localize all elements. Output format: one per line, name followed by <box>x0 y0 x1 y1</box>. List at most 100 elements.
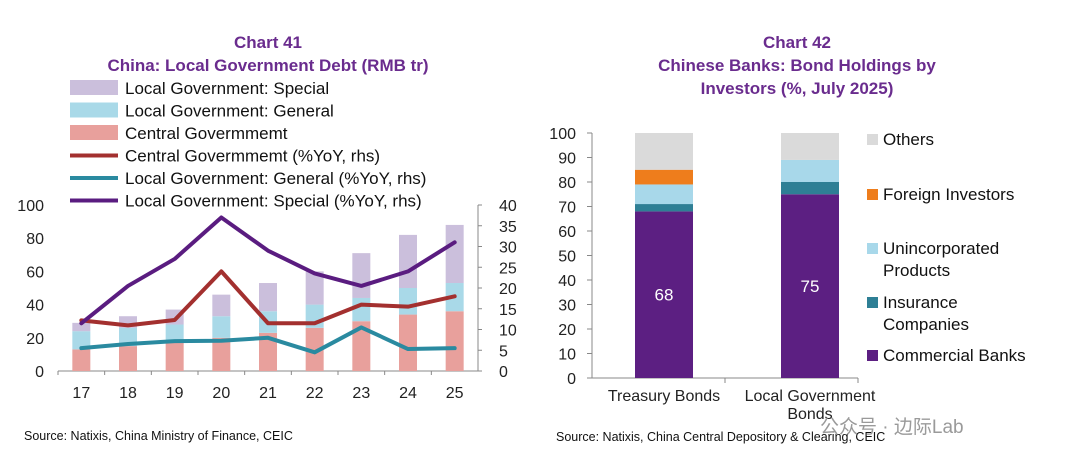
chart41-title-line1: Chart 41 <box>234 33 302 52</box>
chart41-legend-swatch-0 <box>70 80 118 95</box>
chart42-bar-1-1 <box>781 182 839 195</box>
chart41-bar-0-0 <box>72 349 91 371</box>
chart42-bar-0-0 <box>635 211 693 378</box>
chart41-bar-0-8 <box>445 311 464 371</box>
chart41-bar-2-1 <box>119 316 137 328</box>
chart42-legend-swatch-1 <box>867 189 878 200</box>
chart41-x-tick-3: 20 <box>212 385 230 402</box>
chart42-legend-swatch-4 <box>867 350 878 361</box>
chart42-axes: 0 10 20 30 40 50 60 70 80 90 100 Treasury Bonds Loca… <box>549 126 876 423</box>
chart41-y2-tick-0: 0 <box>499 364 508 381</box>
chart41-bar-1-6 <box>352 297 371 322</box>
watermark: 公众号 · 边际Lab <box>820 416 964 438</box>
chart42-legend-swatch-2 <box>867 243 878 254</box>
chart41-legend: Local Government: Special Local Governmen… <box>70 79 426 211</box>
chart41-source: Source: Natixis, China Ministry of Finan… <box>24 429 293 443</box>
chart41-y-tick-2: 40 <box>26 298 44 315</box>
chart41-x-tick-1: 18 <box>119 385 137 402</box>
chart41-bar-2-7 <box>399 234 417 288</box>
chart42-y-tick-9: 90 <box>558 151 576 168</box>
chart41-y-tick-5: 100 <box>17 198 44 215</box>
chart42-y-tick-7: 70 <box>558 200 576 217</box>
chart41-x-tick-0: 17 <box>72 385 90 402</box>
chart41-line-0 <box>79 269 457 328</box>
chart42-y-tick-4: 40 <box>558 273 576 290</box>
chart42-legend-label-2: Unincorporated Products <box>883 239 999 280</box>
chart42-y-tick-0: 0 <box>567 371 576 388</box>
chart42-legend-swatch-3 <box>867 297 878 308</box>
chart41-y2-tick-2: 10 <box>499 323 517 340</box>
chart41-y-tick-0: 0 <box>35 364 44 381</box>
chart41-bar-2-8 <box>445 224 464 284</box>
chart41-bar-0-1 <box>119 346 137 371</box>
chart41-y2-tick-7: 35 <box>499 219 517 236</box>
chart42-title-line3: Investors (%, July 2025) <box>701 79 894 98</box>
chart41-bar-0-7 <box>399 314 417 371</box>
chart42-y-tick-1: 10 <box>558 347 576 364</box>
chart41-bar-0-5 <box>305 327 324 371</box>
chart42-bars: 68 75 <box>635 133 839 378</box>
chart42-y-tick-3: 30 <box>558 298 576 315</box>
chart42-bar-0-1 <box>781 194 839 378</box>
chart42-y-tick-2: 20 <box>558 322 576 339</box>
chart42-y-tick-6: 60 <box>558 224 576 241</box>
chart42-bar-2-1 <box>781 159 839 182</box>
chart41-legend-swatch-1 <box>70 102 118 118</box>
chart41-y-tick-3: 60 <box>26 264 44 281</box>
chart41-legend-label-1: Local Government: General <box>125 102 334 121</box>
chart42-title-line1: Chart 42 <box>763 33 831 52</box>
chart41-legend-label-3: Central Govermmemt (%YoY, rhs) <box>125 147 380 166</box>
chart41-bar-2-6 <box>352 253 371 298</box>
chart42-title-line2: Chinese Banks: Bond Holdings by <box>658 56 936 75</box>
chart41-axes: 0 20 40 60 80 100 0 5 10 15 20 25 30 35 40 17 18 19 20 21 22… <box>17 198 517 402</box>
chart42-data-label-1: 75 <box>801 277 820 296</box>
chart41-title-line2: China: Local Government Debt (RMB tr) <box>107 56 428 75</box>
chart41-legend-swatch-2 <box>70 125 118 140</box>
chart41-bar-1-0 <box>72 331 91 350</box>
chart41-y2-tick-4: 20 <box>499 281 517 298</box>
chart41-legend-label-2: Central Govermmemt <box>125 124 288 143</box>
chart42-legend-label-4: Commercial Banks <box>883 346 1026 365</box>
chart42-legend-label-1: Foreign Investors <box>883 185 1014 204</box>
chart42-bar-4-1 <box>781 133 839 160</box>
chart41-x-tick-5: 22 <box>306 385 324 402</box>
chart41-x-tick-6: 23 <box>352 385 370 402</box>
chart42-y-tick-10: 100 <box>549 126 576 143</box>
chart41-legend-label-5: Local Government: Special (%YoY, rhs) <box>125 192 422 211</box>
chart41-bar-1-1 <box>119 327 137 347</box>
chart42-legend-label-3: Insurance Companies <box>883 293 969 334</box>
chart41-y2-tick-3: 15 <box>499 302 517 319</box>
chart41-bar-1-7 <box>399 288 417 315</box>
chart41-bar-1-3 <box>212 316 231 338</box>
chart42-source: Source: Natixis, China Central Depositor… <box>556 430 885 444</box>
chart41-bar-0-3 <box>212 337 231 371</box>
chart42-x-tick-0: Treasury Bonds <box>608 388 720 405</box>
chart41-x-tick-2: 19 <box>166 385 184 402</box>
chart41-bar-0-4 <box>259 332 277 371</box>
chart41-bar-2-0 <box>72 322 91 332</box>
chart41-bar-2-4 <box>259 283 277 312</box>
chart41-y2-tick-1: 5 <box>499 343 508 360</box>
chart42-bar-3-0 <box>635 169 693 185</box>
chart42-bar-1-0 <box>635 204 693 212</box>
chart41-x-tick-7: 24 <box>399 385 417 402</box>
chart42-y-tick-5: 50 <box>558 249 576 266</box>
chart41-y-tick-4: 80 <box>26 231 44 248</box>
chart41-line-1 <box>79 325 457 355</box>
chart42-legend-label-0: Others <box>883 130 934 149</box>
chart41-legend-label-4: Local Government: General (%YoY, rhs) <box>125 169 426 188</box>
chart41-x-tick-8: 25 <box>446 385 464 402</box>
chart42-x-tick-1: Local Government Bonds <box>745 388 876 423</box>
chart42-legend-swatch-0 <box>867 134 878 145</box>
chart42-bar-4-0 <box>635 133 693 170</box>
chart41-y2-tick-8: 40 <box>499 198 517 215</box>
chart41-bar-0-6 <box>352 321 371 371</box>
chart41-y2-tick-6: 30 <box>499 240 517 257</box>
chart42-data-label-0: 68 <box>655 286 674 305</box>
chart41-bar-2-3 <box>212 294 231 317</box>
chart42-y-tick-8: 80 <box>558 175 576 192</box>
chart41-bar-0-2 <box>165 342 184 371</box>
chart41-legend-label-0: Local Government: Special <box>125 79 329 98</box>
chart41-line-2 <box>79 215 457 326</box>
